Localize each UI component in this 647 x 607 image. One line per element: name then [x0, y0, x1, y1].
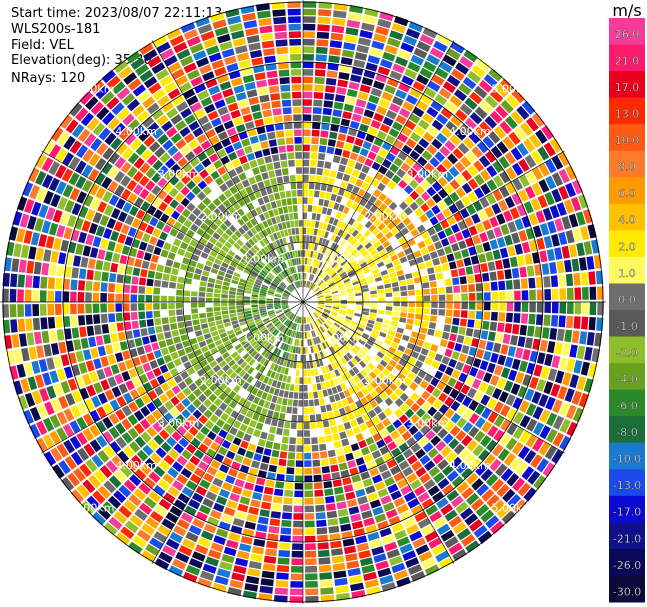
colorbar-tick: 2.0: [618, 240, 636, 253]
velocity-field: [2, 1, 604, 603]
range-ring-label: 1.00km: [243, 332, 285, 345]
colorbar-segment: [609, 310, 645, 338]
colorbar-tick: 1.0: [618, 267, 636, 280]
colorbar-tick: 13.0: [615, 108, 640, 121]
colorbar-tick: -6.0: [616, 400, 637, 413]
colorbar-segment: [609, 389, 645, 417]
info-nrays: NRays: 120: [11, 71, 86, 86]
range-ring-label: 2.00km: [200, 210, 242, 223]
colorbar-tick: 21.0: [615, 54, 640, 67]
colorbar-segment: [609, 469, 645, 497]
colorbar-tick: -17.0: [613, 506, 641, 519]
colorbar-tick: -8.0: [616, 426, 637, 439]
range-ring-label: 5.00km: [73, 501, 115, 514]
colorbar-segment: [609, 256, 645, 284]
colorbar-segment: [609, 203, 645, 231]
range-ring-label: 4.00km: [115, 459, 157, 472]
range-ring-label: 4.00km: [115, 125, 157, 138]
colorbar-segment: [609, 177, 645, 205]
colorbar-tick: -30.0: [613, 585, 641, 598]
range-ring-label: 5.00km: [73, 83, 115, 96]
colorbar-tick: 4.0: [618, 214, 636, 227]
colorbar-segment: [609, 44, 645, 72]
colorbar-tick: -21.0: [613, 532, 641, 545]
colorbar-tick: 17.0: [615, 81, 640, 94]
colorbar-tick: 0.0: [618, 293, 636, 306]
info-field: Field: VEL: [11, 38, 74, 53]
colorbar-tick: -26.0: [613, 559, 641, 572]
info-elevation: Elevation(deg): 35.30: [11, 53, 152, 68]
colorbar-tick: -13.0: [613, 479, 641, 492]
range-ring-label: 3.00km: [158, 416, 200, 429]
colorbar-unit: m/s: [612, 1, 641, 20]
range-ring-label: 3.00km: [158, 168, 200, 181]
colorbar-segment: [609, 124, 645, 152]
range-ring-label: 2.00km: [364, 210, 406, 223]
info-instrument: WLS200s-181: [11, 22, 101, 37]
range-ring-label: 2.00km: [200, 374, 242, 387]
colorbar-segment: [609, 363, 645, 391]
colorbar-segment: [609, 150, 645, 178]
range-rings: [0, 0, 606, 604]
colorbar-segment: [609, 230, 645, 258]
colorbar-segment: [609, 71, 645, 99]
colorbar-segment: [609, 416, 645, 444]
colorbar-tick: -10.0: [613, 453, 641, 466]
colorbar-segment: [609, 97, 645, 125]
colorbar-segment: [609, 336, 645, 364]
colorbar-tick: 8.0: [618, 161, 636, 174]
range-ring-label: 1.00km: [322, 332, 364, 345]
colorbar-tick: -1.0: [616, 320, 637, 333]
colorbar-segment: [609, 495, 645, 523]
colorbar-tick: -4.0: [616, 373, 637, 386]
range-ring-label: 5.00km: [492, 501, 534, 514]
range-ring-label: 3.00km: [407, 416, 449, 429]
colorbar-segment: [609, 522, 645, 550]
colorbar: m/s 26.0 21.0 17.0 13.0 10.0 8.0 6.0 4.0 2.0 1.0 0.…: [609, 1, 645, 603]
colorbar-tick: 26.0: [615, 28, 640, 41]
colorbar-tick: -2.0: [616, 346, 637, 359]
range-ring-label: 1.00km: [243, 252, 285, 265]
info-start-time: Start time: 2023/08/07 22:11:13: [11, 6, 223, 21]
range-ring-label: 4.00km: [449, 459, 491, 472]
colorbar-segment: [609, 442, 645, 470]
range-ring-label: 2.00km: [364, 374, 406, 387]
range-ring-labels: 1.00km 2.00km 3.00km 4.00km 5.00km 1.00km 2.00…: [73, 83, 533, 515]
range-ring-label: 3.00km: [407, 168, 449, 181]
colorbar-segment: [609, 548, 645, 576]
range-ring-label: 5.00km: [492, 83, 534, 96]
colorbar-segment: [609, 18, 645, 46]
colorbar-segment: [609, 283, 645, 311]
colorbar-tick: 10.0: [615, 134, 640, 147]
range-ring-label: 1.00km: [322, 252, 364, 265]
colorbar-segment: [609, 575, 645, 603]
range-ring-label: 4.00km: [449, 125, 491, 138]
colorbar-tick: 6.0: [618, 187, 636, 200]
